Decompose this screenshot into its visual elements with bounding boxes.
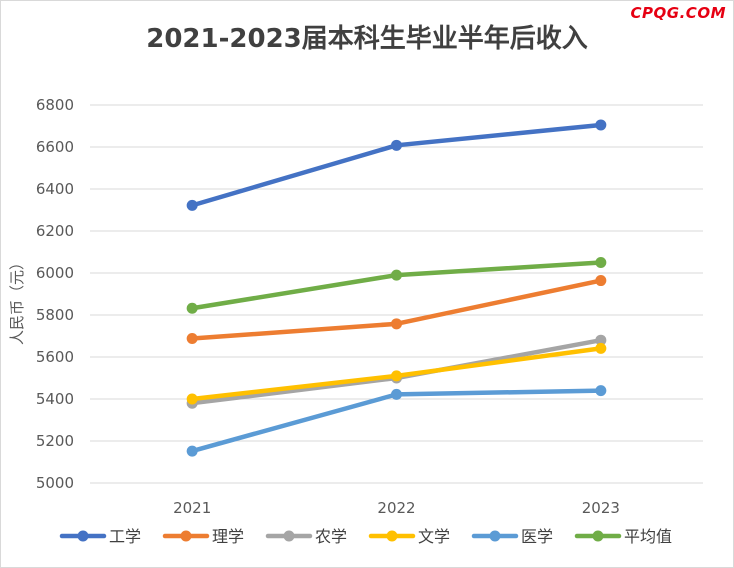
- data-point: [186, 445, 198, 457]
- data-point: [595, 257, 607, 268]
- legend-label: 农学: [315, 527, 347, 546]
- x-tick-label: 2023: [582, 499, 620, 517]
- legend-item: 工学: [59, 527, 141, 546]
- data-point: [391, 370, 402, 382]
- legend-swatch-marker: [489, 530, 501, 542]
- y-tick-label: 6600: [36, 138, 74, 156]
- legend-swatch-marker: [386, 530, 398, 542]
- legend-label: 文学: [418, 527, 450, 546]
- series-line: [189, 260, 604, 311]
- y-tick-label: 5200: [36, 432, 74, 450]
- y-tick-label: 5400: [36, 390, 74, 408]
- data-point: [595, 334, 607, 346]
- y-tick-label: 5000: [36, 474, 74, 492]
- legend-item: 医学: [471, 527, 553, 546]
- legend-label: 平均值: [624, 527, 672, 546]
- data-point: [391, 269, 402, 281]
- legend-label: 工学: [109, 527, 141, 546]
- data-point: [595, 275, 607, 287]
- legend: 工学 理学 农学 文学 医学 平均值: [59, 527, 672, 546]
- data-point: [595, 342, 607, 354]
- y-tick-label: 5600: [36, 348, 74, 366]
- legend-item: 平均值: [574, 527, 672, 546]
- gridlines: [90, 104, 703, 484]
- data-point: [595, 385, 607, 397]
- x-axis-ticks: 2021 2022 2023: [173, 499, 620, 517]
- y-tick-label: 6800: [36, 96, 74, 114]
- y-tick-label: 6000: [36, 264, 74, 282]
- data-point: [186, 333, 198, 345]
- legend-item: 理学: [162, 527, 244, 546]
- data-point: [391, 139, 402, 151]
- legend-item: 文学: [368, 527, 450, 546]
- data-point: [186, 199, 198, 211]
- legend-swatch-marker: [283, 530, 295, 542]
- legend-swatch-marker: [77, 530, 89, 542]
- data-point: [595, 119, 607, 131]
- legend-swatch-marker: [592, 530, 604, 542]
- legend-label: 理学: [212, 527, 244, 546]
- data-point: [186, 393, 198, 405]
- data-point: [391, 388, 402, 400]
- data-point: [391, 318, 402, 330]
- y-tick-label: 6400: [36, 180, 74, 198]
- watermark: CPQG.COM: [630, 4, 726, 22]
- series-line: [189, 278, 604, 341]
- y-axis-label: 人民币（元）: [8, 255, 26, 345]
- legend-label: 医学: [521, 527, 553, 546]
- legend-item: 农学: [265, 527, 347, 546]
- series-lines: [186, 119, 607, 457]
- x-tick-label: 2021: [173, 499, 211, 517]
- y-tick-label: 6200: [36, 222, 74, 240]
- data-point: [186, 302, 198, 314]
- series-line: [189, 122, 604, 208]
- y-axis-ticks: 5000 5200 5400 5600 5800 6000 6200 6400 6600 6800: [36, 96, 74, 492]
- legend-swatch-marker: [180, 530, 192, 542]
- y-tick-label: 5800: [36, 306, 74, 324]
- chart-title: 2021-2023届本科生毕业半年后收入: [146, 24, 588, 54]
- x-tick-label: 2022: [377, 499, 415, 517]
